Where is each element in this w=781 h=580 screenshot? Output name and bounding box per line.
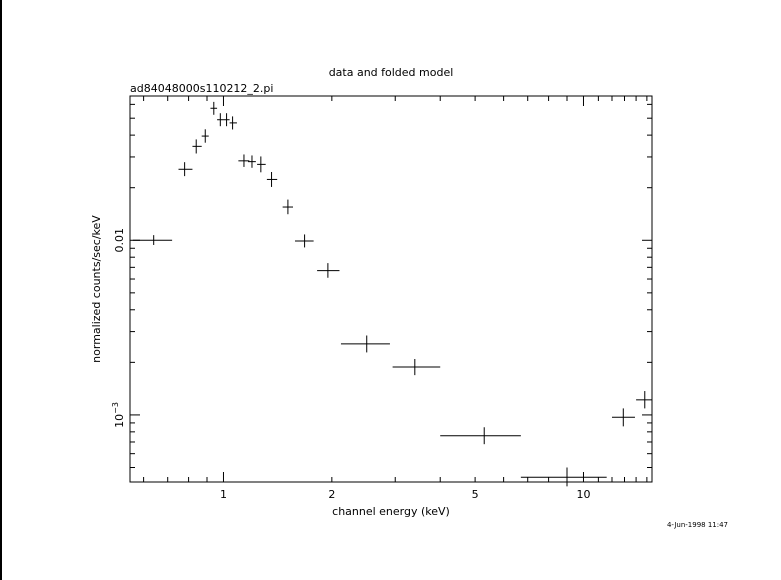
data-point [440,427,521,445]
chart-title: data and folded model [329,66,454,79]
data-point [223,113,230,127]
x-tick-label: 2 [328,488,335,501]
window-left-border [0,0,2,580]
data-point [178,162,193,177]
x-tick-label: 1 [220,488,227,501]
data-point [317,263,340,278]
y-tick-label-exponent: −3 [111,402,120,414]
data-point [266,171,278,187]
y-tick-label-text: 0.01 [113,228,126,253]
y-tick-label-text: 10−3 [111,402,126,428]
data-point [248,155,256,168]
y-axis-label: normalized counts/sec/keV [90,215,103,363]
y-axis-tick-labels: 0.01 10−3 [111,228,126,428]
x-tick-label: 10 [576,488,590,501]
data-point [340,335,390,353]
data-points [132,101,652,487]
data-point [611,408,635,427]
timestamp: 4-Jun-1998 11:47 [667,521,728,529]
y-tick-label: 10−3 [111,402,126,428]
data-point [238,154,250,167]
data-point [520,467,607,487]
chart-subtitle: ad84048000s110212_2.pi [130,82,273,95]
data-point [392,359,441,376]
x-axis-label: channel energy (keV) [332,505,450,518]
x-tick-label: 5 [472,488,479,501]
data-point [282,199,293,215]
data-point [132,235,173,245]
data-point [257,156,266,173]
data-point [294,234,314,248]
data-point [229,116,237,130]
y-tick-label: 0.01 [113,228,126,253]
data-point [210,101,218,115]
data-point [201,129,209,143]
x-axis-tick-labels: 1 2 5 10 [220,488,591,501]
y-axis-ticks [130,103,652,469]
data-point [217,113,224,127]
y-tick-label-base: 0.01 [113,228,126,253]
data-point [192,139,202,154]
plot-frame [129,95,653,483]
data-point [636,391,652,409]
y-tick-label-base: 10 [113,414,126,428]
x-axis-ticks [143,96,648,482]
